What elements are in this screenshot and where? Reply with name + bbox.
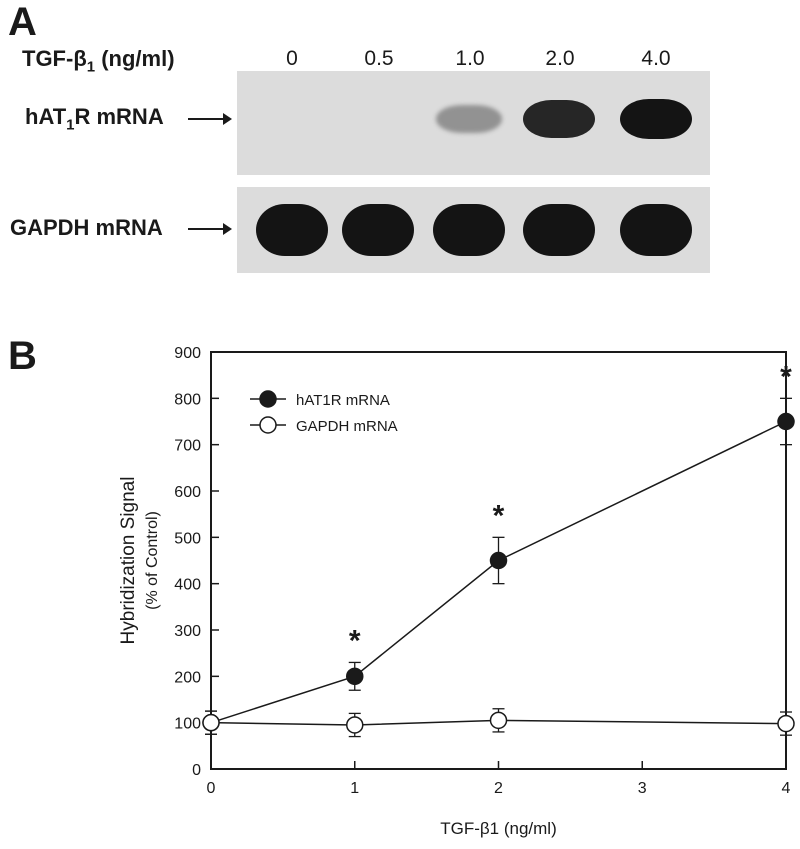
- series-line: [210, 719, 787, 726]
- treatment-label: TGF-β1 (ng/ml): [22, 46, 175, 76]
- data-point: [346, 667, 364, 686]
- y-tick-label: 300: [174, 623, 201, 640]
- data-point: [202, 713, 220, 732]
- x-tick-label: 4: [782, 780, 791, 797]
- y-tick-label: 200: [174, 669, 201, 686]
- data-point: [489, 711, 508, 730]
- data-point: [346, 716, 364, 734]
- x-tick-label: 2: [494, 780, 503, 797]
- y-tick-label: 500: [174, 530, 201, 547]
- concentration-label: 0.5: [364, 47, 394, 70]
- data-point: [777, 412, 795, 431]
- data-point: [489, 551, 508, 570]
- significance-mark: *: [349, 624, 361, 657]
- y-tick-label: 900: [174, 345, 201, 362]
- legend-marker: [259, 416, 277, 434]
- panel-b-letter: B: [8, 334, 37, 378]
- panel-a-letter: A: [8, 0, 37, 44]
- y-tick-label: 100: [174, 716, 201, 733]
- hat1r-row-label: hAT1R mRNA: [25, 104, 164, 134]
- series-line: [210, 420, 787, 724]
- blot-band: [256, 204, 328, 256]
- y-axis-sublabel: (% of Control): [144, 511, 161, 610]
- significance-mark: *: [493, 499, 505, 532]
- legend-label: hAT1R mRNA: [296, 392, 390, 409]
- x-tick-label: 0: [207, 780, 216, 797]
- y-tick-label: 700: [174, 438, 201, 455]
- gapdh-arrow: [188, 223, 232, 235]
- hat1r-blot: [237, 71, 710, 175]
- y-tick-label: 600: [174, 484, 201, 501]
- legend-label: GAPDH mRNA: [296, 418, 398, 435]
- hat1r-arrow: [188, 113, 232, 125]
- x-tick-label: 3: [638, 780, 647, 797]
- blot-band: [523, 204, 595, 256]
- y-axis-label: Hybridization Signal: [118, 477, 139, 645]
- concentration-label: 2.0: [545, 47, 575, 70]
- blot-band: [620, 99, 692, 139]
- concentration-label: 4.0: [641, 47, 671, 70]
- blot-band: [433, 204, 505, 256]
- gapdh-row-label: GAPDH mRNA: [10, 215, 163, 240]
- blot-band: [435, 105, 503, 133]
- y-tick-label: 400: [174, 577, 201, 594]
- x-axis-label: TGF-β1 (ng/ml): [440, 819, 557, 838]
- y-tick-label: 800: [174, 391, 201, 408]
- concentration-label: 0: [286, 47, 298, 70]
- y-tick-label: 0: [192, 762, 201, 779]
- blot-band: [620, 204, 692, 256]
- data-point: [777, 714, 795, 733]
- x-tick-label: 1: [350, 780, 359, 797]
- blot-band: [523, 99, 595, 139]
- concentration-label: 1.0: [455, 47, 485, 70]
- blot-band: [342, 204, 414, 256]
- legend-marker: [259, 390, 277, 408]
- significance-mark: *: [780, 360, 792, 393]
- gapdh-blot: [237, 187, 710, 273]
